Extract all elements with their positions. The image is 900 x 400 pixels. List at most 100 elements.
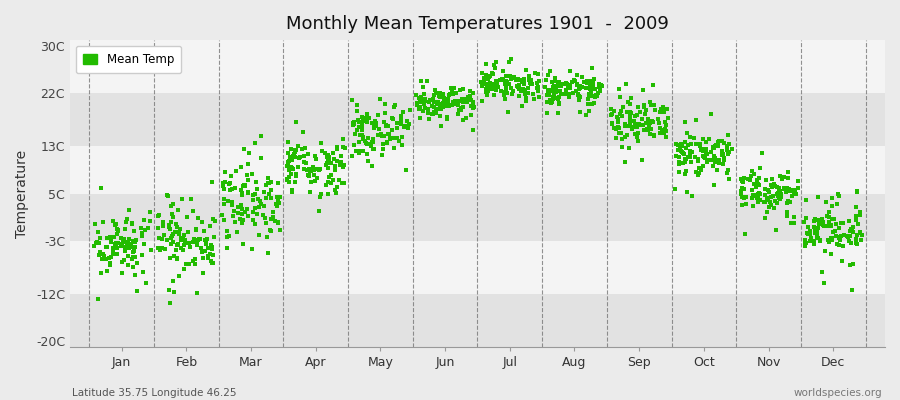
Point: [652, 115, 666, 122]
Point: [658, 119, 672, 125]
Point: [643, 120, 657, 126]
Point: [225, 186, 239, 192]
Point: [475, 83, 490, 90]
Point: [175, 196, 189, 202]
Point: [134, 231, 148, 237]
Point: [744, 187, 759, 194]
Point: [617, 159, 632, 165]
Point: [456, 104, 471, 110]
Point: [264, 187, 278, 193]
Point: [784, 220, 798, 226]
Point: [362, 141, 376, 148]
Point: [820, 213, 834, 219]
Point: [156, 223, 170, 229]
Point: [295, 146, 310, 152]
Point: [253, 198, 267, 204]
Point: [203, 258, 218, 264]
Point: [159, 192, 174, 198]
Point: [443, 91, 457, 97]
Point: [168, 221, 183, 228]
Point: [267, 218, 282, 225]
Point: [217, 201, 231, 207]
Point: [696, 153, 710, 160]
Point: [329, 189, 344, 196]
Point: [185, 239, 200, 246]
Point: [422, 116, 436, 122]
Point: [706, 144, 721, 150]
Point: [584, 87, 598, 94]
Point: [846, 229, 860, 235]
Point: [541, 87, 555, 94]
Point: [241, 161, 256, 167]
Point: [779, 189, 794, 195]
Point: [228, 218, 242, 225]
Point: [454, 106, 469, 113]
Point: [364, 163, 379, 170]
Point: [230, 228, 245, 235]
Point: [735, 193, 750, 200]
Point: [760, 195, 774, 202]
Point: [561, 84, 575, 90]
Point: [498, 81, 512, 87]
Point: [122, 207, 137, 213]
Point: [463, 93, 477, 99]
Point: [819, 199, 833, 205]
Point: [818, 248, 832, 254]
Point: [333, 153, 347, 160]
Point: [261, 180, 275, 186]
Point: [672, 142, 687, 148]
Point: [436, 98, 451, 104]
Point: [454, 95, 469, 102]
Point: [511, 75, 526, 82]
Point: [530, 85, 544, 92]
Point: [610, 114, 625, 120]
Point: [771, 193, 786, 199]
Point: [704, 157, 718, 163]
Point: [425, 102, 439, 109]
Point: [364, 138, 379, 145]
Point: [644, 125, 659, 132]
Point: [813, 238, 827, 244]
Point: [190, 238, 204, 245]
Point: [399, 167, 413, 174]
Point: [832, 235, 847, 242]
Point: [337, 180, 351, 186]
Point: [428, 90, 443, 96]
Point: [322, 174, 337, 180]
Point: [163, 255, 177, 261]
Point: [764, 184, 778, 190]
Point: [104, 239, 119, 245]
Point: [780, 184, 795, 191]
Point: [547, 83, 562, 89]
Point: [779, 209, 794, 215]
Point: [217, 196, 231, 203]
Point: [595, 83, 609, 90]
Point: [394, 121, 409, 128]
Point: [258, 182, 273, 188]
Point: [356, 136, 370, 142]
Point: [310, 175, 324, 182]
Point: [639, 120, 653, 126]
Point: [515, 79, 529, 86]
Point: [367, 125, 382, 132]
Point: [571, 92, 585, 98]
Point: [289, 171, 303, 177]
Point: [350, 117, 365, 123]
Bar: [70, 194, 885, 241]
Point: [803, 231, 817, 238]
Point: [784, 186, 798, 193]
Point: [512, 92, 526, 99]
Point: [256, 203, 271, 209]
Point: [92, 240, 106, 246]
Point: [495, 68, 509, 75]
Point: [413, 99, 428, 105]
Point: [631, 138, 645, 144]
Point: [772, 185, 787, 191]
Point: [813, 237, 827, 244]
Point: [830, 241, 844, 248]
Point: [623, 108, 637, 115]
Point: [319, 162, 333, 168]
Point: [585, 65, 599, 71]
Point: [605, 120, 619, 127]
Point: [558, 90, 572, 97]
